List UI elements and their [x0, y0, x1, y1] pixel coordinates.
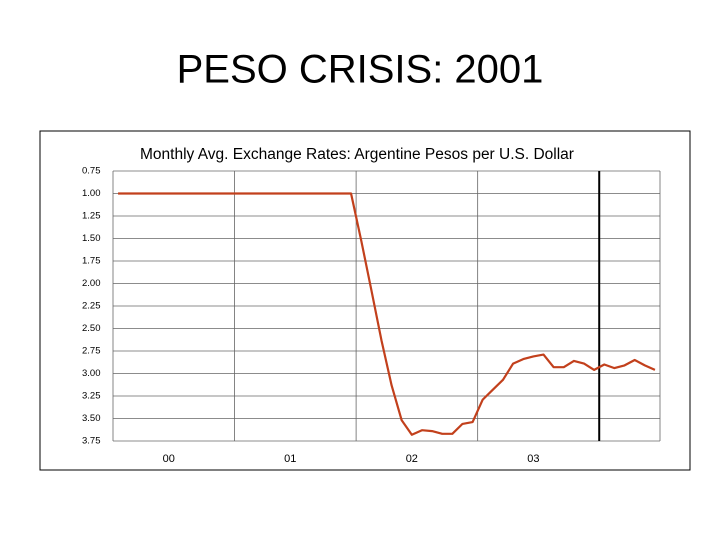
y-tick-label: 2.00 — [82, 278, 101, 289]
y-tick-label: 1.75 — [82, 256, 101, 267]
y-tick-label: 3.50 — [82, 413, 101, 424]
slide-title: PESO CRISIS: 2001 — [177, 48, 544, 92]
y-tick-label: 3.00 — [82, 368, 101, 379]
y-tick-label: 3.25 — [82, 391, 101, 402]
y-tick-label: 3.75 — [82, 436, 101, 447]
y-tick-label: 2.75 — [82, 346, 101, 357]
y-tick-label: 2.50 — [82, 323, 101, 334]
x-tick-label: 00 — [163, 453, 175, 465]
chart-title: Monthly Avg. Exchange Rates: Argentine P… — [140, 146, 574, 163]
x-tick-label: 01 — [284, 453, 296, 465]
y-tick-label: 1.50 — [82, 233, 101, 244]
y-tick-label: 2.25 — [82, 301, 101, 312]
chart-frame — [39, 130, 691, 471]
x-tick-label: 03 — [527, 453, 539, 465]
y-tick-label: 1.00 — [82, 188, 101, 199]
y-tick-label: 0.75 — [82, 166, 101, 177]
series-line — [118, 192, 656, 436]
y-tick-label: 1.25 — [82, 211, 101, 222]
x-tick-label: 02 — [406, 453, 418, 465]
